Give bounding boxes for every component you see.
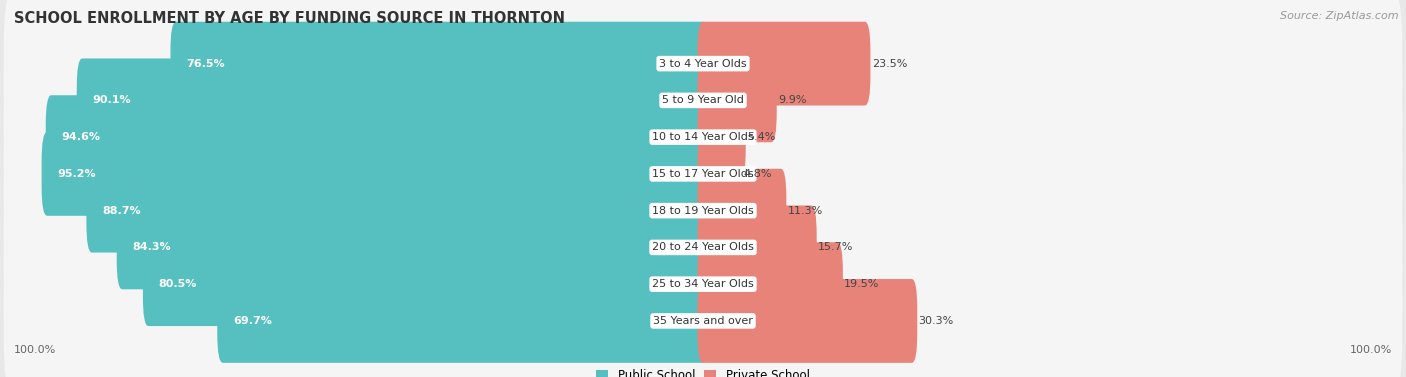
Text: 10 to 14 Year Olds: 10 to 14 Year Olds — [652, 132, 754, 142]
Text: 19.5%: 19.5% — [844, 279, 880, 289]
Text: 95.2%: 95.2% — [58, 169, 96, 179]
FancyBboxPatch shape — [143, 242, 709, 326]
Text: 20 to 24 Year Olds: 20 to 24 Year Olds — [652, 242, 754, 253]
Text: 18 to 19 Year Olds: 18 to 19 Year Olds — [652, 205, 754, 216]
Text: 15.7%: 15.7% — [818, 242, 853, 253]
Text: 80.5%: 80.5% — [159, 279, 197, 289]
FancyBboxPatch shape — [42, 132, 709, 216]
Legend: Public School, Private School: Public School, Private School — [592, 364, 814, 377]
Text: 76.5%: 76.5% — [186, 58, 225, 69]
Text: 100.0%: 100.0% — [1350, 345, 1392, 355]
Text: SCHOOL ENROLLMENT BY AGE BY FUNDING SOURCE IN THORNTON: SCHOOL ENROLLMENT BY AGE BY FUNDING SOUR… — [14, 11, 565, 26]
FancyBboxPatch shape — [218, 279, 709, 363]
FancyBboxPatch shape — [4, 137, 1402, 284]
FancyBboxPatch shape — [697, 205, 817, 289]
Text: 25 to 34 Year Olds: 25 to 34 Year Olds — [652, 279, 754, 289]
FancyBboxPatch shape — [4, 27, 1402, 174]
FancyBboxPatch shape — [86, 169, 709, 253]
FancyBboxPatch shape — [46, 95, 709, 179]
Text: Source: ZipAtlas.com: Source: ZipAtlas.com — [1281, 11, 1399, 21]
FancyBboxPatch shape — [170, 22, 709, 106]
Text: 15 to 17 Year Olds: 15 to 17 Year Olds — [652, 169, 754, 179]
Text: 35 Years and over: 35 Years and over — [652, 316, 754, 326]
FancyBboxPatch shape — [697, 132, 741, 216]
Text: 5 to 9 Year Old: 5 to 9 Year Old — [662, 95, 744, 106]
FancyBboxPatch shape — [697, 95, 745, 179]
FancyBboxPatch shape — [4, 211, 1402, 358]
FancyBboxPatch shape — [697, 22, 870, 106]
Text: 69.7%: 69.7% — [233, 316, 271, 326]
FancyBboxPatch shape — [117, 205, 709, 289]
FancyBboxPatch shape — [77, 58, 709, 142]
FancyBboxPatch shape — [4, 100, 1402, 247]
Text: 100.0%: 100.0% — [14, 345, 56, 355]
Text: 11.3%: 11.3% — [787, 205, 823, 216]
Text: 84.3%: 84.3% — [132, 242, 172, 253]
FancyBboxPatch shape — [697, 58, 776, 142]
Text: 90.1%: 90.1% — [93, 95, 131, 106]
Text: 3 to 4 Year Olds: 3 to 4 Year Olds — [659, 58, 747, 69]
Text: 88.7%: 88.7% — [103, 205, 141, 216]
FancyBboxPatch shape — [697, 169, 786, 253]
FancyBboxPatch shape — [4, 0, 1402, 137]
FancyBboxPatch shape — [697, 242, 842, 326]
Text: 30.3%: 30.3% — [918, 316, 953, 326]
Text: 4.8%: 4.8% — [742, 169, 772, 179]
Text: 5.4%: 5.4% — [747, 132, 776, 142]
FancyBboxPatch shape — [697, 279, 917, 363]
FancyBboxPatch shape — [4, 64, 1402, 211]
FancyBboxPatch shape — [4, 247, 1402, 377]
Text: 94.6%: 94.6% — [62, 132, 101, 142]
Text: 9.9%: 9.9% — [778, 95, 807, 106]
Text: 23.5%: 23.5% — [872, 58, 907, 69]
FancyBboxPatch shape — [4, 174, 1402, 321]
